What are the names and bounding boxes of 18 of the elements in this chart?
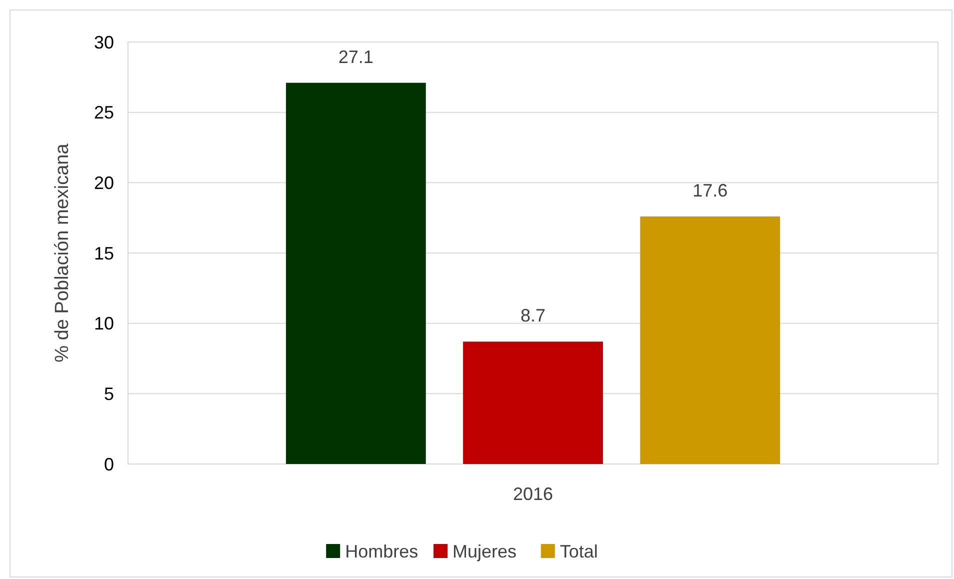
data-label: 8.7 bbox=[520, 306, 546, 326]
bar bbox=[463, 342, 603, 464]
legend-label: Total bbox=[560, 541, 598, 562]
y-tick-label: 0 bbox=[104, 454, 114, 474]
y-tick-label: 25 bbox=[94, 102, 114, 123]
bar bbox=[640, 216, 780, 464]
y-tick-label: 30 bbox=[94, 32, 114, 52]
y-tick-label: 10 bbox=[94, 314, 114, 334]
y-axis-title: % de Población mexicana bbox=[52, 143, 73, 362]
legend-label: Mujeres bbox=[452, 541, 517, 562]
legend-label: Hombres bbox=[345, 541, 418, 562]
y-tick-label: 5 bbox=[104, 384, 114, 404]
y-tick-label: 20 bbox=[94, 172, 114, 193]
bar bbox=[286, 82, 426, 464]
data-label: 27.1 bbox=[338, 46, 374, 67]
x-tick-label: 2016 bbox=[512, 484, 554, 504]
data-label: 17.6 bbox=[692, 180, 728, 200]
y-tick-label: 15 bbox=[94, 243, 114, 264]
